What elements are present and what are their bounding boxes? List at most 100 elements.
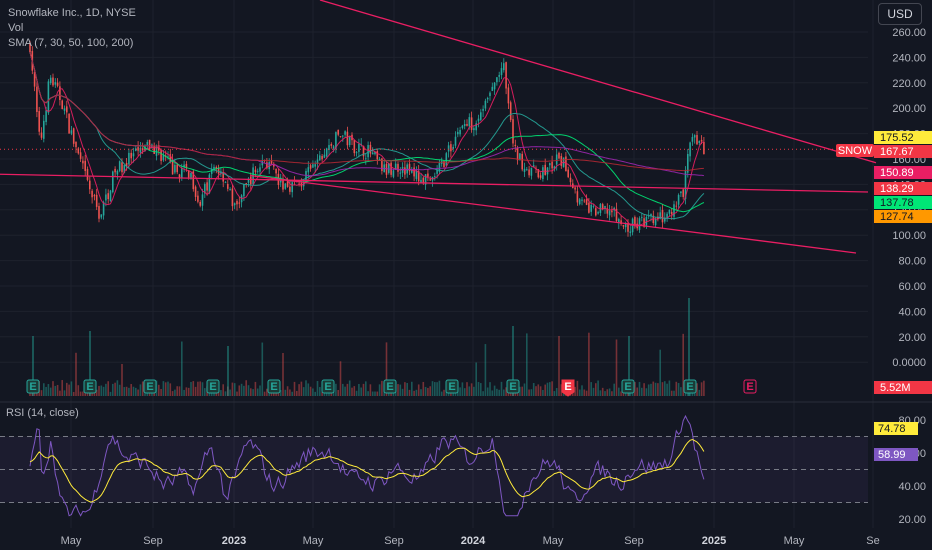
candle-body xyxy=(68,113,70,134)
volume-bar xyxy=(339,361,342,396)
candle-body xyxy=(128,152,130,165)
candle-body xyxy=(365,158,367,160)
volume-bar xyxy=(675,381,678,396)
volume-bar xyxy=(523,383,526,396)
volume-bar xyxy=(638,381,641,396)
volume-bar xyxy=(613,383,615,396)
candle-body xyxy=(123,165,126,174)
candle-body xyxy=(654,218,657,226)
candle-body xyxy=(367,145,369,158)
volume-bar xyxy=(399,384,402,396)
volume-bar xyxy=(546,382,549,396)
candle-body xyxy=(592,206,595,207)
sma-line xyxy=(29,52,704,228)
volume-label[interactable]: Vol xyxy=(8,22,24,34)
volume-bar xyxy=(440,391,443,396)
volume-bar xyxy=(56,384,59,396)
candle-body xyxy=(477,118,480,122)
chart-legend: Snowflake Inc., 1D, NYSE Vol SMA (7, 30,… xyxy=(8,6,136,51)
time-axis[interactable]: May Sep 2023 May Sep 2024 May Sep 2025 May Se xyxy=(61,535,880,547)
candle-body xyxy=(328,145,330,151)
candle-body xyxy=(659,212,661,219)
candle-body xyxy=(438,162,441,172)
candle-body xyxy=(323,154,326,158)
upper-left-trendline xyxy=(0,173,869,193)
volume-bar xyxy=(434,382,436,396)
candle-body xyxy=(167,156,169,158)
volume-bar xyxy=(112,383,114,396)
candle-body xyxy=(532,165,535,168)
candle-body xyxy=(291,182,293,193)
candle-body xyxy=(590,204,592,212)
volume-bar xyxy=(321,391,323,396)
volume-bar xyxy=(475,362,477,396)
volume-bar xyxy=(461,382,464,396)
volume-bar xyxy=(369,384,372,396)
rsi-label[interactable]: RSI (14, close) xyxy=(6,407,79,419)
volume-bar xyxy=(528,389,530,396)
volume-bar xyxy=(176,386,178,396)
candle-body xyxy=(197,195,199,202)
earnings-marker xyxy=(561,379,575,397)
volume-bar xyxy=(314,391,316,396)
volume-bar xyxy=(411,381,413,396)
candle-body xyxy=(682,189,684,197)
candle-body xyxy=(463,124,466,127)
earnings-marker xyxy=(83,379,97,394)
candle-body xyxy=(468,117,471,127)
volume-bar xyxy=(190,381,192,396)
volume-bar xyxy=(185,387,188,396)
volume-bar xyxy=(135,387,137,396)
candle-body xyxy=(647,215,650,217)
volume-bar xyxy=(139,384,142,396)
volume-bar xyxy=(54,385,57,396)
earnings-marker-label: E xyxy=(324,381,331,393)
volume-bar xyxy=(597,380,599,396)
volume-bar xyxy=(268,391,270,396)
volume-bar xyxy=(240,383,243,396)
volume-bar xyxy=(291,391,293,396)
moving-averages xyxy=(29,52,705,228)
candle-body xyxy=(601,204,604,209)
candle-body xyxy=(673,204,675,217)
volume-bar xyxy=(107,381,109,396)
candle-body xyxy=(208,174,211,193)
candle-body xyxy=(33,71,36,87)
rsi-tick-label: 40.00 xyxy=(898,481,926,493)
symbol-title[interactable]: Snowflake Inc., 1D, NYSE xyxy=(8,7,136,19)
volume-bar xyxy=(491,390,494,396)
currency-button[interactable]: USD xyxy=(878,3,922,25)
candle-body xyxy=(307,167,310,173)
candle-body xyxy=(178,174,181,179)
candle-body xyxy=(132,153,135,157)
volume-bar xyxy=(381,380,383,396)
candle-body xyxy=(63,108,66,111)
volume-bar xyxy=(643,383,645,396)
volume-bar xyxy=(696,383,698,396)
rsi-tick-label: 20.00 xyxy=(898,514,926,526)
volume-bar xyxy=(192,381,195,396)
candle-body xyxy=(369,144,372,154)
candle-body xyxy=(84,160,86,172)
volume-bar xyxy=(480,383,482,396)
earnings-marker-label: E xyxy=(29,381,36,393)
candle-body xyxy=(56,82,59,86)
volume-bar xyxy=(588,332,590,396)
candle-body xyxy=(569,177,572,183)
volume-bar xyxy=(79,391,82,396)
candle-body xyxy=(516,147,519,161)
price-badge xyxy=(874,196,932,209)
sma-line xyxy=(29,52,704,172)
sma-label[interactable]: SMA (7, 30, 50, 100, 200) xyxy=(8,37,134,49)
volume-bar xyxy=(641,387,643,396)
candle-body xyxy=(169,154,172,163)
candle-body xyxy=(309,165,312,169)
volume-bar xyxy=(493,385,496,396)
volume-bar xyxy=(100,385,103,396)
volume-bar xyxy=(222,384,224,396)
candle-body xyxy=(535,167,537,169)
candle-body xyxy=(615,208,618,222)
candle-body xyxy=(703,141,705,155)
